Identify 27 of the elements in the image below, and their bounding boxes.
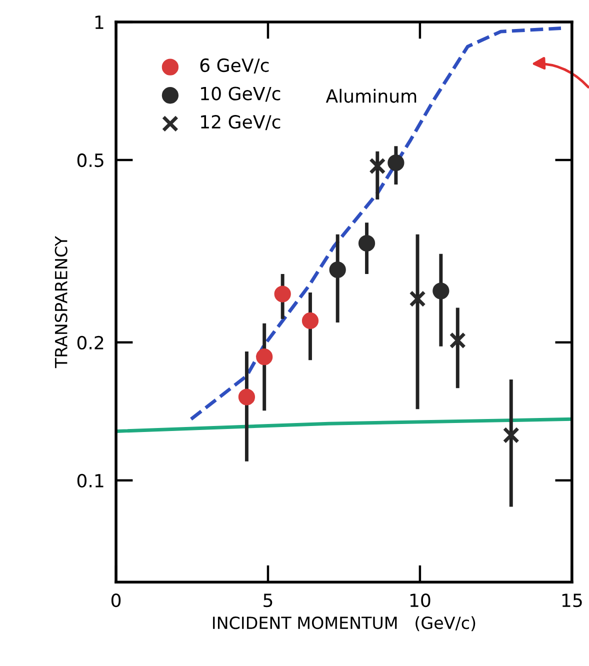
point xyxy=(358,234,376,252)
point xyxy=(388,154,404,172)
point xyxy=(432,282,450,300)
x-tick-label: 10 xyxy=(410,594,430,608)
y-tick-label: 0.1 xyxy=(77,474,104,488)
x-tick-label: 15 xyxy=(562,594,582,608)
x-tick-label: 5 xyxy=(264,594,272,608)
y-axis-title: TRANSPARENCY xyxy=(54,236,68,368)
point xyxy=(449,332,466,349)
x-axis-title: INCIDENT MOMENTUM (GeV/c) xyxy=(213,616,476,632)
annotation: Aluminum xyxy=(326,88,416,103)
legend-label: 10 GeV/c xyxy=(201,86,280,102)
point xyxy=(329,261,346,278)
y-tick-label: 1 xyxy=(95,16,104,29)
y-tick-label: 0.5 xyxy=(77,153,104,168)
point xyxy=(409,290,426,308)
point xyxy=(256,348,273,366)
point xyxy=(274,286,291,302)
y-tick-label: 0.2 xyxy=(77,336,104,350)
x-tick-label: 0 xyxy=(111,594,121,608)
point xyxy=(502,426,520,444)
point xyxy=(302,312,319,330)
legend-label: 12 GeV/c xyxy=(201,115,280,130)
legend-label: 6 GeV/c xyxy=(200,58,269,74)
point xyxy=(369,158,386,174)
point xyxy=(238,388,256,406)
line-series xyxy=(189,26,563,421)
